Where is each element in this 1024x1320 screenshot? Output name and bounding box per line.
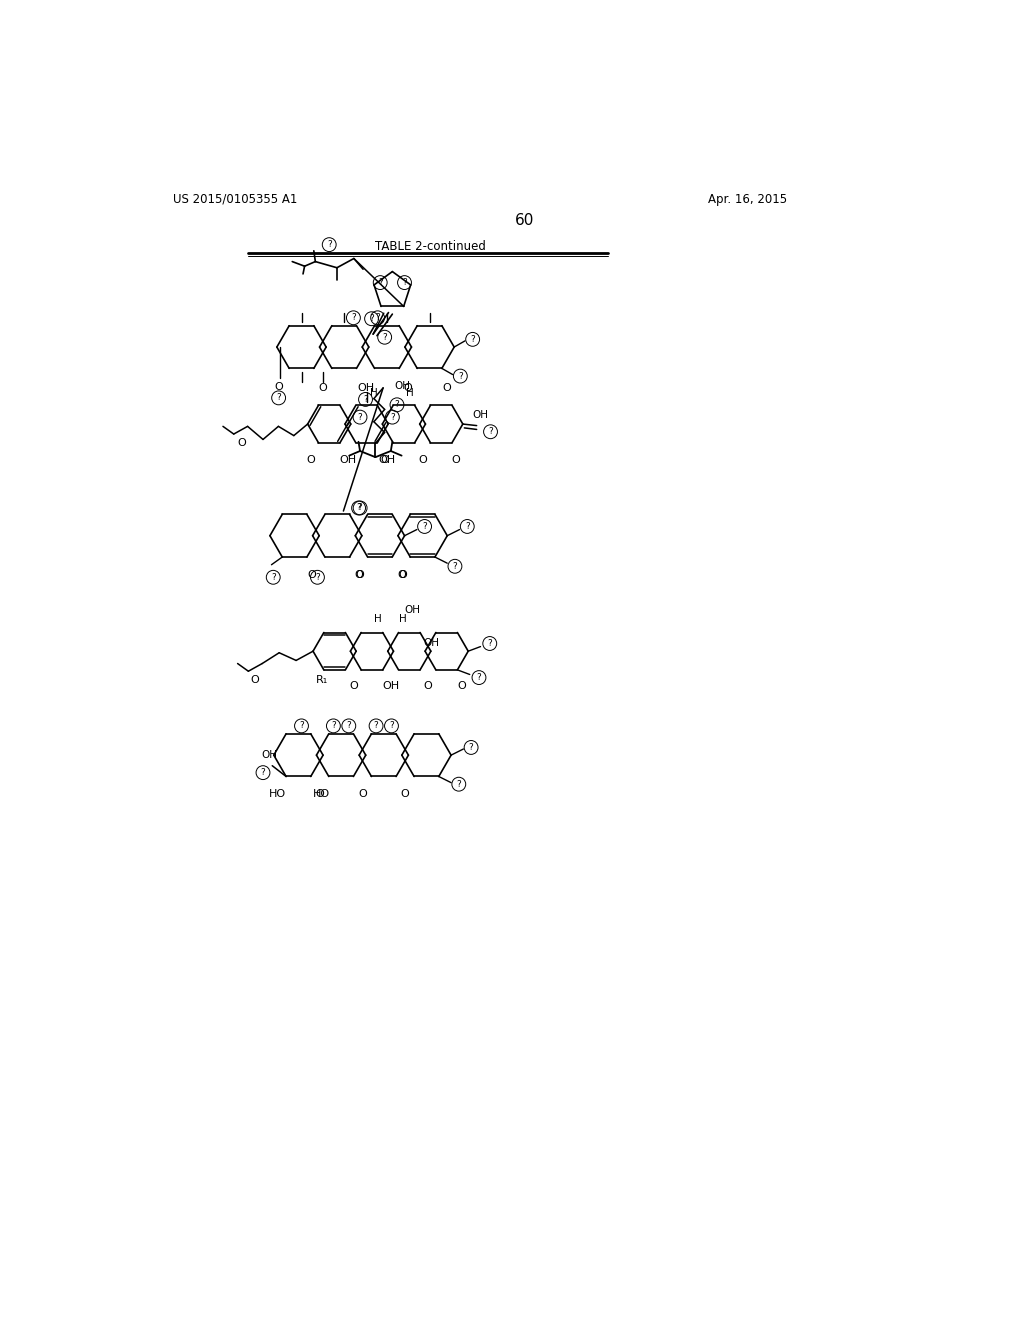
Text: ?: ? bbox=[458, 372, 463, 380]
Text: ?: ? bbox=[382, 333, 387, 342]
Text: ?: ? bbox=[357, 413, 362, 421]
Text: ?: ? bbox=[261, 768, 265, 777]
Text: ?: ? bbox=[315, 573, 319, 582]
Text: ?: ? bbox=[476, 673, 481, 682]
Text: O: O bbox=[274, 381, 283, 392]
Text: ?: ? bbox=[390, 413, 394, 421]
Text: O: O bbox=[355, 570, 365, 579]
Text: O: O bbox=[442, 383, 452, 393]
Text: O: O bbox=[381, 455, 389, 465]
Text: OH: OH bbox=[394, 380, 411, 391]
Text: O: O bbox=[452, 455, 461, 465]
Text: O: O bbox=[306, 455, 315, 465]
Text: OH: OH bbox=[357, 383, 374, 393]
Text: OH: OH bbox=[339, 455, 356, 465]
Text: OH: OH bbox=[472, 409, 488, 420]
Text: O: O bbox=[398, 570, 408, 579]
Text: ?: ? bbox=[469, 743, 473, 752]
Text: ?: ? bbox=[487, 639, 493, 648]
Text: O: O bbox=[315, 789, 325, 800]
Text: O: O bbox=[400, 789, 410, 800]
Text: O: O bbox=[358, 789, 367, 800]
Text: ?: ? bbox=[271, 573, 275, 582]
Text: ?: ? bbox=[394, 400, 399, 409]
Text: ?: ? bbox=[351, 313, 355, 322]
Text: ?: ? bbox=[488, 428, 493, 436]
Text: ?: ? bbox=[457, 780, 461, 788]
Text: O: O bbox=[403, 383, 413, 393]
Text: ?: ? bbox=[356, 503, 361, 512]
Text: O: O bbox=[457, 681, 466, 690]
Text: OH: OH bbox=[382, 681, 399, 690]
Text: O: O bbox=[424, 681, 432, 690]
Text: O: O bbox=[250, 676, 259, 685]
Text: HO: HO bbox=[312, 789, 330, 800]
Text: ?: ? bbox=[422, 521, 427, 531]
Text: ?: ? bbox=[374, 722, 379, 730]
Text: ?: ? bbox=[331, 722, 336, 730]
Text: OH: OH bbox=[261, 750, 278, 760]
Text: O: O bbox=[354, 570, 362, 579]
Text: ?: ? bbox=[389, 722, 394, 730]
Text: O: O bbox=[397, 570, 406, 579]
Text: HO: HO bbox=[268, 789, 286, 800]
Text: R₁: R₁ bbox=[316, 676, 329, 685]
Text: OH: OH bbox=[378, 455, 395, 465]
Text: H: H bbox=[407, 388, 414, 399]
Text: 60: 60 bbox=[515, 213, 535, 227]
Text: ?: ? bbox=[364, 395, 368, 404]
Text: OH: OH bbox=[404, 605, 421, 615]
Text: ?: ? bbox=[465, 521, 470, 531]
Text: ?: ? bbox=[402, 279, 407, 286]
Text: ?: ? bbox=[327, 240, 332, 249]
Text: H: H bbox=[374, 614, 382, 624]
Text: US 2015/0105355 A1: US 2015/0105355 A1 bbox=[173, 193, 297, 206]
Text: O: O bbox=[418, 455, 427, 465]
Text: OH: OH bbox=[423, 639, 439, 648]
Text: ?: ? bbox=[370, 314, 374, 323]
Text: Apr. 16, 2015: Apr. 16, 2015 bbox=[708, 193, 787, 206]
Text: ?: ? bbox=[375, 313, 380, 322]
Text: H: H bbox=[399, 614, 407, 624]
Text: ?: ? bbox=[299, 722, 304, 730]
Text: O: O bbox=[349, 681, 357, 690]
Text: O: O bbox=[318, 383, 328, 393]
Text: ?: ? bbox=[357, 503, 362, 512]
Text: TABLE 2-continued: TABLE 2-continued bbox=[376, 240, 486, 253]
Text: O: O bbox=[238, 438, 246, 449]
Text: H: H bbox=[371, 388, 378, 399]
Text: ?: ? bbox=[470, 335, 475, 343]
Text: ?: ? bbox=[346, 722, 351, 730]
Text: O: O bbox=[307, 570, 316, 579]
Text: ?: ? bbox=[378, 279, 383, 286]
Text: ?: ? bbox=[453, 562, 458, 570]
Text: ?: ? bbox=[276, 393, 281, 403]
